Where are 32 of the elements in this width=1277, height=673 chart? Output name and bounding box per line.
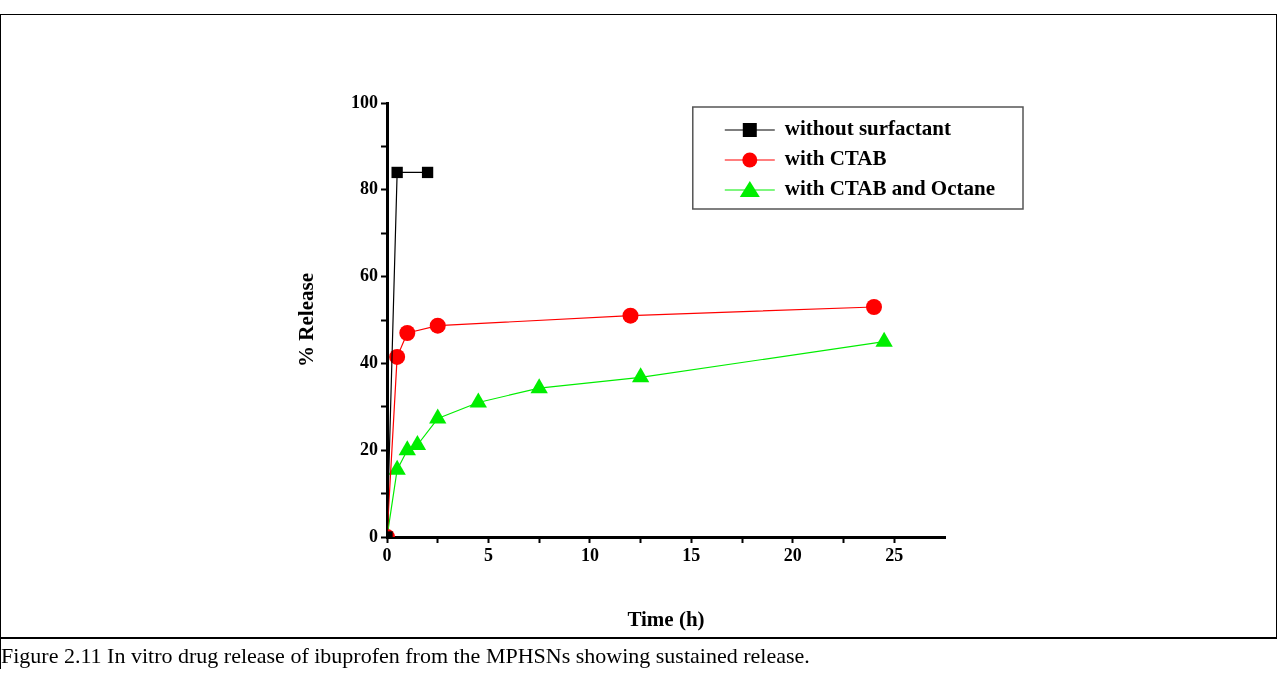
legend-label: without surfactant	[784, 116, 952, 141]
y-tick-label: 40	[360, 352, 378, 373]
y-tick-label: 60	[360, 265, 378, 286]
x-axis-title: Time (h)	[627, 606, 705, 631]
point	[469, 392, 487, 408]
point	[865, 298, 882, 315]
point	[429, 408, 447, 424]
x-tick-label: 25	[885, 545, 904, 566]
x-tick-label: 15	[682, 545, 701, 566]
y-tick-label: 0	[369, 525, 378, 546]
legend-label: with CTAB	[784, 146, 887, 171]
x-tick-label: 20	[783, 545, 802, 566]
y-tick-label: 100	[351, 91, 378, 112]
x-tick-label: 5	[483, 545, 493, 566]
y-tick-label: 80	[360, 178, 378, 199]
y-axis-title: % Release	[294, 273, 319, 367]
point	[421, 166, 434, 179]
point	[429, 317, 446, 334]
x-tick-label: 10	[580, 545, 599, 566]
point	[530, 378, 548, 394]
x-tick-label: 0	[382, 545, 392, 566]
point	[399, 325, 416, 342]
point	[875, 331, 893, 347]
caption: Figure 2.11 In vitro drug release of ibuprofen from the MPHSNs showing sustained release.	[1, 643, 811, 669]
y-tick-label: 20	[360, 438, 378, 459]
point	[408, 434, 427, 450]
point	[388, 459, 406, 475]
point	[398, 440, 416, 456]
point	[631, 367, 650, 383]
point	[391, 166, 403, 179]
point	[622, 307, 639, 324]
legend-label: with CTAB and Octane	[784, 176, 995, 201]
